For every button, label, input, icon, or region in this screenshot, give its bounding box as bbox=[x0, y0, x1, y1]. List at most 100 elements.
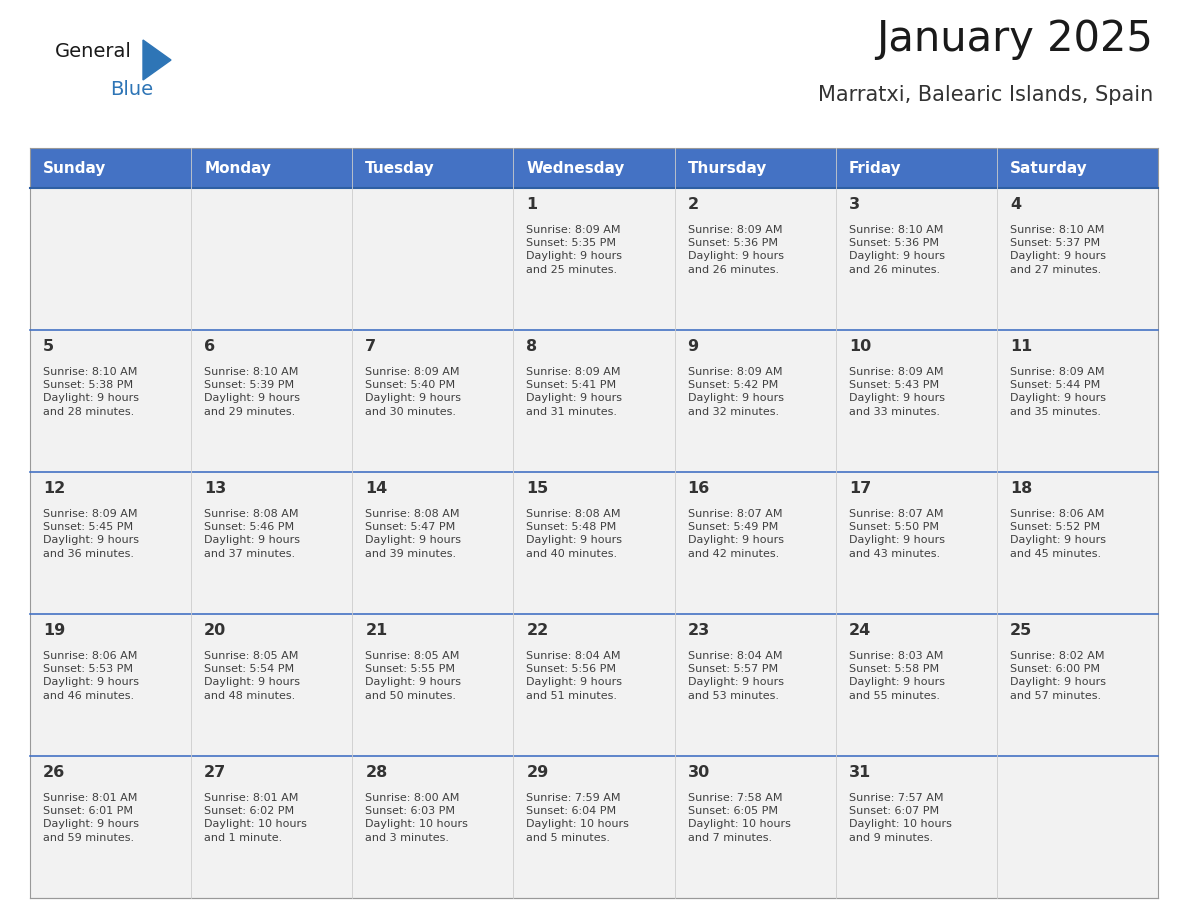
Text: 28: 28 bbox=[365, 765, 387, 780]
Text: General: General bbox=[55, 42, 132, 61]
Bar bbox=[513, 330, 675, 472]
Text: 17: 17 bbox=[848, 481, 871, 496]
Text: 22: 22 bbox=[526, 623, 549, 638]
Bar bbox=[835, 148, 997, 188]
Text: Sunrise: 8:06 AM
Sunset: 5:52 PM
Daylight: 9 hours
and 45 minutes.: Sunrise: 8:06 AM Sunset: 5:52 PM Dayligh… bbox=[1010, 509, 1106, 558]
Text: 25: 25 bbox=[1010, 623, 1032, 638]
Text: Sunrise: 8:09 AM
Sunset: 5:45 PM
Daylight: 9 hours
and 36 minutes.: Sunrise: 8:09 AM Sunset: 5:45 PM Dayligh… bbox=[43, 509, 139, 558]
Text: 6: 6 bbox=[204, 339, 215, 354]
Bar bbox=[30, 330, 191, 472]
Text: 14: 14 bbox=[365, 481, 387, 496]
Text: Monday: Monday bbox=[204, 161, 271, 175]
Text: Sunrise: 8:09 AM
Sunset: 5:43 PM
Daylight: 9 hours
and 33 minutes.: Sunrise: 8:09 AM Sunset: 5:43 PM Dayligh… bbox=[848, 367, 944, 417]
Bar bbox=[997, 756, 1158, 898]
Text: 13: 13 bbox=[204, 481, 227, 496]
Text: Sunrise: 8:09 AM
Sunset: 5:35 PM
Daylight: 9 hours
and 25 minutes.: Sunrise: 8:09 AM Sunset: 5:35 PM Dayligh… bbox=[526, 225, 623, 274]
Text: 8: 8 bbox=[526, 339, 537, 354]
Text: Sunrise: 8:09 AM
Sunset: 5:36 PM
Daylight: 9 hours
and 26 minutes.: Sunrise: 8:09 AM Sunset: 5:36 PM Dayligh… bbox=[688, 225, 784, 274]
Text: 2: 2 bbox=[688, 197, 699, 212]
Text: Sunrise: 8:10 AM
Sunset: 5:39 PM
Daylight: 9 hours
and 29 minutes.: Sunrise: 8:10 AM Sunset: 5:39 PM Dayligh… bbox=[204, 367, 301, 417]
Text: Sunrise: 8:09 AM
Sunset: 5:42 PM
Daylight: 9 hours
and 32 minutes.: Sunrise: 8:09 AM Sunset: 5:42 PM Dayligh… bbox=[688, 367, 784, 417]
Text: 9: 9 bbox=[688, 339, 699, 354]
Text: Sunrise: 8:10 AM
Sunset: 5:37 PM
Daylight: 9 hours
and 27 minutes.: Sunrise: 8:10 AM Sunset: 5:37 PM Dayligh… bbox=[1010, 225, 1106, 274]
Bar bbox=[191, 148, 353, 188]
Text: 5: 5 bbox=[43, 339, 55, 354]
Bar bbox=[835, 614, 997, 756]
Bar bbox=[30, 148, 191, 188]
Text: Tuesday: Tuesday bbox=[365, 161, 435, 175]
Bar bbox=[353, 472, 513, 614]
Text: Sunrise: 7:57 AM
Sunset: 6:07 PM
Daylight: 10 hours
and 9 minutes.: Sunrise: 7:57 AM Sunset: 6:07 PM Dayligh… bbox=[848, 793, 952, 843]
Text: 30: 30 bbox=[688, 765, 709, 780]
Text: Sunrise: 8:10 AM
Sunset: 5:36 PM
Daylight: 9 hours
and 26 minutes.: Sunrise: 8:10 AM Sunset: 5:36 PM Dayligh… bbox=[848, 225, 944, 274]
Text: Sunrise: 8:02 AM
Sunset: 6:00 PM
Daylight: 9 hours
and 57 minutes.: Sunrise: 8:02 AM Sunset: 6:00 PM Dayligh… bbox=[1010, 651, 1106, 700]
Text: 26: 26 bbox=[43, 765, 65, 780]
Bar bbox=[353, 756, 513, 898]
Text: 20: 20 bbox=[204, 623, 227, 638]
Text: 29: 29 bbox=[526, 765, 549, 780]
Text: 7: 7 bbox=[365, 339, 377, 354]
Text: Sunrise: 8:10 AM
Sunset: 5:38 PM
Daylight: 9 hours
and 28 minutes.: Sunrise: 8:10 AM Sunset: 5:38 PM Dayligh… bbox=[43, 367, 139, 417]
Bar bbox=[997, 188, 1158, 330]
Text: Sunrise: 8:04 AM
Sunset: 5:57 PM
Daylight: 9 hours
and 53 minutes.: Sunrise: 8:04 AM Sunset: 5:57 PM Dayligh… bbox=[688, 651, 784, 700]
Text: 11: 11 bbox=[1010, 339, 1032, 354]
Text: Friday: Friday bbox=[848, 161, 902, 175]
Text: Thursday: Thursday bbox=[688, 161, 767, 175]
Text: Sunrise: 8:05 AM
Sunset: 5:55 PM
Daylight: 9 hours
and 50 minutes.: Sunrise: 8:05 AM Sunset: 5:55 PM Dayligh… bbox=[365, 651, 461, 700]
Text: 21: 21 bbox=[365, 623, 387, 638]
Bar bbox=[513, 756, 675, 898]
Text: 1: 1 bbox=[526, 197, 537, 212]
Text: January 2025: January 2025 bbox=[876, 18, 1154, 60]
Bar bbox=[191, 188, 353, 330]
Polygon shape bbox=[143, 40, 171, 80]
Text: Sunrise: 8:09 AM
Sunset: 5:44 PM
Daylight: 9 hours
and 35 minutes.: Sunrise: 8:09 AM Sunset: 5:44 PM Dayligh… bbox=[1010, 367, 1106, 417]
Bar bbox=[191, 472, 353, 614]
Bar bbox=[191, 330, 353, 472]
Bar bbox=[513, 614, 675, 756]
Text: Blue: Blue bbox=[110, 80, 153, 99]
Text: Sunrise: 8:01 AM
Sunset: 6:02 PM
Daylight: 10 hours
and 1 minute.: Sunrise: 8:01 AM Sunset: 6:02 PM Dayligh… bbox=[204, 793, 307, 843]
Text: 12: 12 bbox=[43, 481, 65, 496]
Bar bbox=[675, 188, 835, 330]
Bar bbox=[353, 188, 513, 330]
Text: 16: 16 bbox=[688, 481, 709, 496]
Bar bbox=[997, 614, 1158, 756]
Bar bbox=[835, 188, 997, 330]
Bar bbox=[835, 756, 997, 898]
Bar bbox=[191, 756, 353, 898]
Bar bbox=[30, 472, 191, 614]
Text: 27: 27 bbox=[204, 765, 227, 780]
Bar bbox=[835, 472, 997, 614]
Text: Sunrise: 7:59 AM
Sunset: 6:04 PM
Daylight: 10 hours
and 5 minutes.: Sunrise: 7:59 AM Sunset: 6:04 PM Dayligh… bbox=[526, 793, 630, 843]
Text: Sunrise: 8:06 AM
Sunset: 5:53 PM
Daylight: 9 hours
and 46 minutes.: Sunrise: 8:06 AM Sunset: 5:53 PM Dayligh… bbox=[43, 651, 139, 700]
Text: Saturday: Saturday bbox=[1010, 161, 1087, 175]
Text: Sunrise: 8:01 AM
Sunset: 6:01 PM
Daylight: 9 hours
and 59 minutes.: Sunrise: 8:01 AM Sunset: 6:01 PM Dayligh… bbox=[43, 793, 139, 843]
Bar bbox=[675, 330, 835, 472]
Bar bbox=[353, 614, 513, 756]
Text: 23: 23 bbox=[688, 623, 709, 638]
Text: Sunrise: 8:08 AM
Sunset: 5:46 PM
Daylight: 9 hours
and 37 minutes.: Sunrise: 8:08 AM Sunset: 5:46 PM Dayligh… bbox=[204, 509, 301, 558]
Bar bbox=[30, 614, 191, 756]
Bar bbox=[675, 756, 835, 898]
Bar bbox=[997, 472, 1158, 614]
Text: Sunrise: 8:00 AM
Sunset: 6:03 PM
Daylight: 10 hours
and 3 minutes.: Sunrise: 8:00 AM Sunset: 6:03 PM Dayligh… bbox=[365, 793, 468, 843]
Text: 19: 19 bbox=[43, 623, 65, 638]
Text: Sunrise: 8:08 AM
Sunset: 5:48 PM
Daylight: 9 hours
and 40 minutes.: Sunrise: 8:08 AM Sunset: 5:48 PM Dayligh… bbox=[526, 509, 623, 558]
Text: Wednesday: Wednesday bbox=[526, 161, 625, 175]
Text: 31: 31 bbox=[848, 765, 871, 780]
Bar bbox=[675, 614, 835, 756]
Text: 3: 3 bbox=[848, 197, 860, 212]
Text: Sunrise: 8:07 AM
Sunset: 5:49 PM
Daylight: 9 hours
and 42 minutes.: Sunrise: 8:07 AM Sunset: 5:49 PM Dayligh… bbox=[688, 509, 784, 558]
Text: Marratxi, Balearic Islands, Spain: Marratxi, Balearic Islands, Spain bbox=[817, 85, 1154, 105]
Bar bbox=[513, 472, 675, 614]
Bar bbox=[675, 472, 835, 614]
Text: 18: 18 bbox=[1010, 481, 1032, 496]
Bar bbox=[997, 330, 1158, 472]
Text: Sunday: Sunday bbox=[43, 161, 107, 175]
Text: Sunrise: 8:09 AM
Sunset: 5:41 PM
Daylight: 9 hours
and 31 minutes.: Sunrise: 8:09 AM Sunset: 5:41 PM Dayligh… bbox=[526, 367, 623, 417]
Text: 10: 10 bbox=[848, 339, 871, 354]
Text: 4: 4 bbox=[1010, 197, 1020, 212]
Bar bbox=[191, 614, 353, 756]
Text: 15: 15 bbox=[526, 481, 549, 496]
Text: Sunrise: 8:05 AM
Sunset: 5:54 PM
Daylight: 9 hours
and 48 minutes.: Sunrise: 8:05 AM Sunset: 5:54 PM Dayligh… bbox=[204, 651, 301, 700]
